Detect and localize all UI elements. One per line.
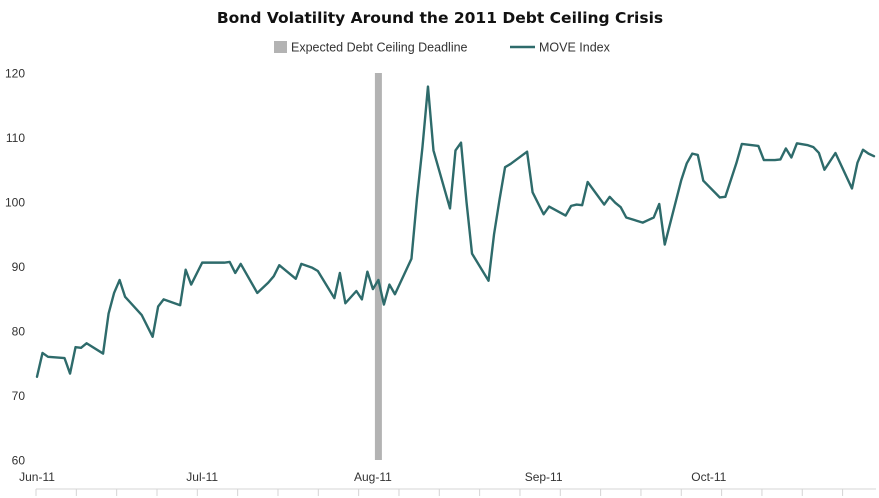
y-tick-label: 100 xyxy=(5,196,25,210)
deadline-layer xyxy=(374,73,382,460)
chart-title: Bond Volatility Around the 2011 Debt Cei… xyxy=(217,9,663,27)
y-tick-label: 60 xyxy=(12,454,26,468)
y-tick-label: 80 xyxy=(12,325,26,339)
series-line-move-index xyxy=(35,85,876,378)
series-layer xyxy=(35,85,876,378)
deadline-bar xyxy=(374,73,382,460)
y-tick-label: 70 xyxy=(12,389,26,403)
y-tick-label: 110 xyxy=(6,131,25,145)
legend-label: MOVE Index xyxy=(539,41,611,55)
y-tick-label: 120 xyxy=(5,67,25,81)
legend-swatch-deadline xyxy=(274,41,287,53)
legend-label: Expected Debt Ceiling Deadline xyxy=(291,41,468,55)
x-axis: Jun-11 Jul-11 Aug-11 Sep-11 Oct-11 xyxy=(19,470,876,496)
y-axis: 60 70 80 90 100 110 120 xyxy=(5,67,25,468)
x-tick-label: Jun-11 xyxy=(19,470,55,484)
y-tick-label: 90 xyxy=(12,260,26,274)
x-tick-label: Aug-11 xyxy=(354,470,392,484)
legend: Expected Debt Ceiling Deadline MOVE Index xyxy=(274,41,611,55)
x-tick-label: Jul-11 xyxy=(186,470,218,484)
x-tick-label: Oct-11 xyxy=(691,470,726,484)
x-tick-label: Sep-11 xyxy=(525,470,563,484)
